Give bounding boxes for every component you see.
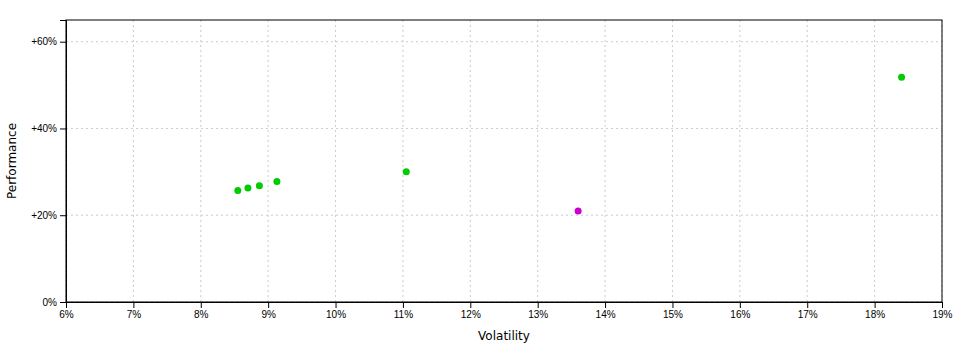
x-tick-label: 19% [932, 309, 952, 320]
x-tick: 12% [461, 302, 481, 320]
x-grid-line [268, 20, 269, 302]
x-tick-mark [336, 302, 337, 308]
grid [66, 20, 942, 302]
y-grid-line [66, 215, 942, 216]
y-tick-label: +20% [31, 210, 57, 221]
x-tick-mark [133, 302, 134, 308]
y-tick-mark [60, 128, 66, 129]
y-tick-label: 0% [43, 297, 58, 308]
x-tick-label: 8% [194, 309, 209, 320]
x-grid-line [739, 20, 740, 302]
x-tick-mark [605, 302, 606, 308]
y-axis-line [60, 21, 67, 303]
x-grid-line [605, 20, 606, 302]
x-tick-label: 15% [663, 309, 683, 320]
x-tick-mark [807, 302, 808, 308]
x-tick: 17% [798, 302, 818, 320]
x-grid-line [672, 20, 673, 302]
series [575, 207, 582, 214]
x-grid-line [200, 20, 201, 302]
series [234, 74, 905, 194]
y-axis-title: Performance [5, 123, 19, 199]
y-tick-label: +40% [31, 123, 57, 134]
x-tick-mark [470, 302, 471, 308]
x-tick: 13% [528, 302, 548, 320]
x-grid-line [335, 20, 336, 302]
y-tick: 0% [43, 297, 66, 308]
x-tick-label: 17% [798, 309, 818, 320]
y-axis: 0% +20% +40% +60% [31, 21, 66, 308]
point [234, 187, 241, 194]
points [234, 74, 905, 215]
point [256, 182, 263, 189]
y-tick: +20% [31, 210, 66, 221]
x-tick: 18% [865, 302, 885, 320]
y-grid-line [66, 41, 942, 42]
x-tick-mark [942, 302, 943, 308]
plot: 6% 7% 8% 9% 10% 11% 12% 13% 14% 15% 16% 17% 18% 19% 0%… [31, 20, 952, 320]
x-tick: 15% [663, 302, 683, 320]
x-tick: 10% [326, 302, 346, 320]
x-axis-line [67, 303, 943, 309]
x-tick: 11% [394, 302, 413, 320]
y-tick-mark [60, 302, 66, 303]
x-grid-line [874, 20, 875, 302]
x-grid-line [402, 20, 403, 302]
x-tick-mark [740, 302, 741, 308]
point [403, 168, 410, 175]
x-tick-label: 18% [865, 309, 885, 320]
x-tick-label: 9% [261, 309, 276, 320]
x-tick: 19% [932, 302, 952, 320]
x-grid-line [537, 20, 538, 302]
y-tick-label: +60% [31, 36, 57, 47]
point [898, 74, 905, 81]
y-tick-mark [60, 42, 66, 43]
point [575, 207, 582, 214]
x-tick-label: 6% [59, 309, 74, 320]
x-tick-label: 12% [461, 309, 481, 320]
y-tick: +60% [31, 36, 66, 47]
x-axis: 6% 7% 8% 9% 10% 11% 12% 13% 14% 15% 16% 17% 18% 19% [59, 302, 952, 320]
x-grid-line [133, 20, 134, 302]
x-tick: 9% [261, 302, 276, 320]
x-tick: 8% [194, 302, 209, 320]
point [273, 178, 280, 185]
x-tick: 16% [730, 302, 750, 320]
y-tick-mark [60, 215, 66, 216]
x-tick-label: 13% [528, 309, 548, 320]
x-tick-label: 16% [730, 309, 750, 320]
x-tick-mark [403, 302, 404, 308]
x-tick-mark [875, 302, 876, 308]
x-grid-line [470, 20, 471, 302]
x-tick-label: 14% [596, 309, 616, 320]
x-tick: 6% [59, 302, 74, 320]
x-tick-label: 10% [326, 309, 346, 320]
x-grid-line [807, 20, 808, 302]
chart: 6% 7% 8% 9% 10% 11% 12% 13% 14% 15% 16% 17% 18% 19% 0%… [0, 0, 966, 350]
x-tick-label: 11% [394, 309, 413, 320]
x-tick-mark [201, 302, 202, 308]
x-tick-mark [672, 302, 673, 308]
x-tick: 7% [127, 302, 142, 320]
x-tick: 14% [596, 302, 616, 320]
plot-frame [66, 20, 942, 302]
x-tick-mark [538, 302, 539, 308]
point [244, 184, 251, 191]
x-tick-mark [268, 302, 269, 308]
y-tick: +40% [31, 123, 66, 134]
y-grid-line [66, 128, 942, 129]
x-axis-title: Volatility [478, 329, 530, 343]
x-tick-label: 7% [127, 309, 142, 320]
